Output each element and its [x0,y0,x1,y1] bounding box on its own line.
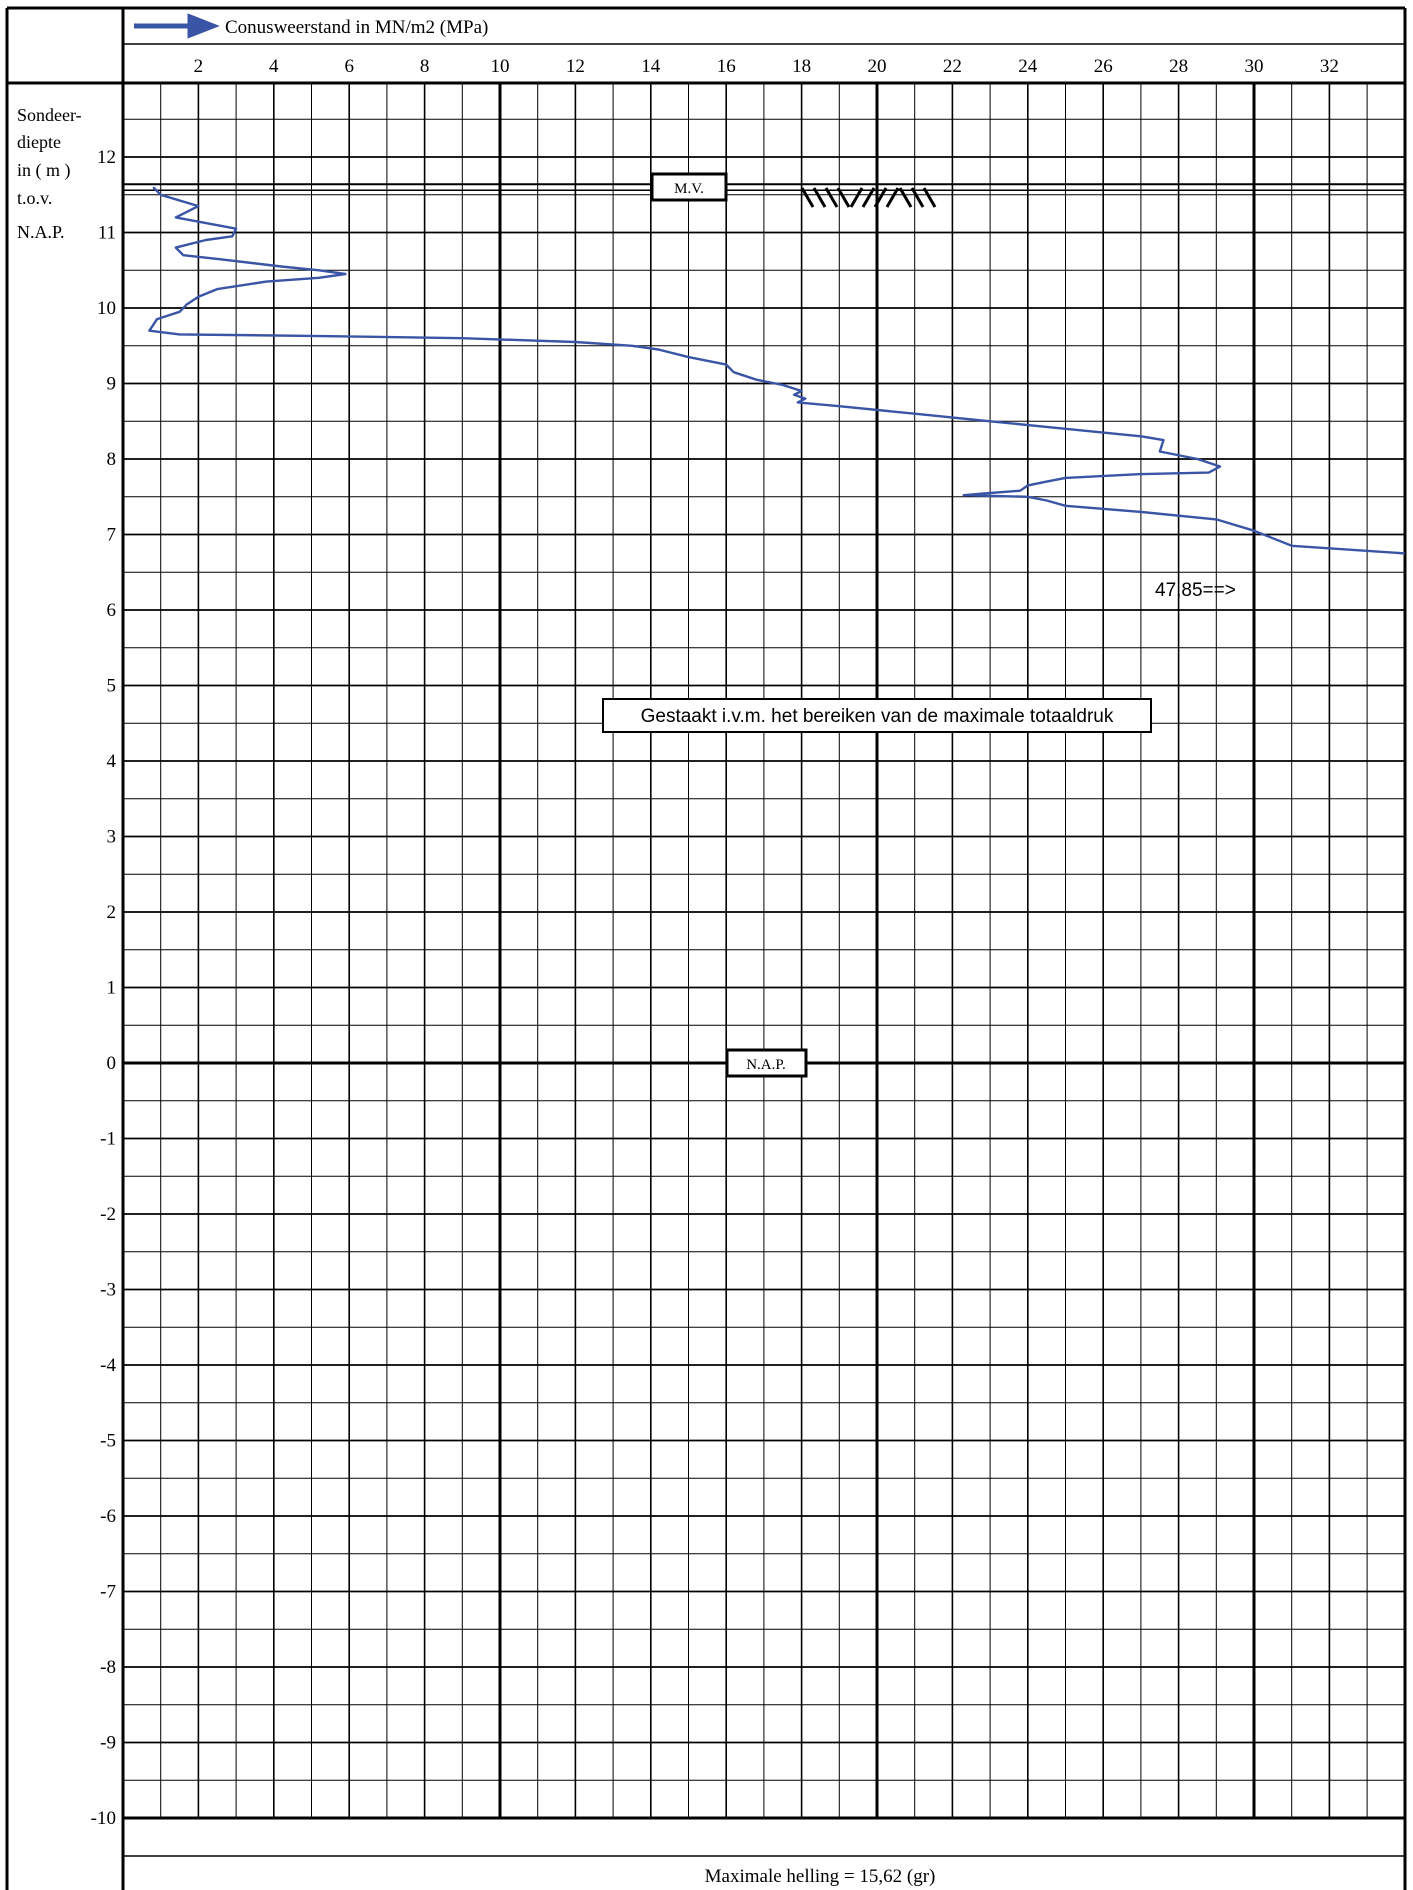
x-tick-12: 12 [566,56,585,77]
chart-header: Conusweerstand in MN/m2 (MPa) [134,17,488,38]
y-tick-5: 5 [107,676,117,697]
x-tick-4: 4 [269,56,279,77]
y-axis-label: Sondeer- diepte in ( m ) t.o.v. N.A.P. [17,105,82,242]
y-tick-8: 8 [107,449,117,470]
x-tick-labels: 2 4 6 8 10 12 14 16 18 20 22 24 26 28 30 32 [194,56,1339,77]
x-tick-2: 2 [194,56,204,77]
y-tick--5: -5 [100,1431,116,1452]
y-tick-10: 10 [97,298,116,319]
y-tick--8: -8 [100,1657,116,1678]
y-tick-12: 12 [97,147,116,168]
footer-note: Maximale helling = 15,62 (gr) [705,1866,936,1887]
x-tick-18: 18 [792,56,811,77]
overflow-note: 47,85==> [1155,580,1236,601]
stop-note-box: Gestaakt i.v.m. het bereiken van de maxi… [603,699,1151,732]
y-tick-6: 6 [107,600,117,621]
y-tick-1: 1 [107,978,117,999]
y-tick-4: 4 [107,751,117,772]
y-tick--7: -7 [100,1582,116,1603]
ylabel-line-2: diepte [17,132,61,152]
y-tick--1: -1 [100,1129,116,1150]
ylabel-line-5: N.A.P. [17,222,65,242]
chart-title: Conusweerstand in MN/m2 (MPa) [225,17,488,38]
y-tick-2: 2 [107,902,117,923]
x-tick-22: 22 [943,56,962,77]
mv-label: M.V. [674,181,704,197]
x-tick-6: 6 [344,56,354,77]
y-tick--10: -10 [91,1808,116,1829]
y-tick-9: 9 [107,374,117,395]
x-tick-30: 30 [1245,56,1264,77]
grid [123,83,1405,1818]
y-tick--2: -2 [100,1204,116,1225]
x-tick-28: 28 [1169,56,1188,77]
x-tick-32: 32 [1320,56,1339,77]
y-tick--3: -3 [100,1280,116,1301]
y-tick--6: -6 [100,1506,116,1527]
legend-arrow-icon [134,17,213,35]
nap-label: N.A.P. [746,1057,786,1073]
x-tick-20: 20 [868,56,887,77]
nap-marker: N.A.P. [727,1050,806,1076]
x-tick-26: 26 [1094,56,1113,77]
x-tick-14: 14 [641,56,661,77]
x-tick-10: 10 [491,56,510,77]
ylabel-line-1: Sondeer- [17,105,82,125]
x-tick-16: 16 [717,56,736,77]
x-tick-24: 24 [1018,56,1038,77]
ylabel-line-3: in ( m ) [17,160,71,181]
y-tick--9: -9 [100,1733,116,1754]
y-tick-0: 0 [107,1053,117,1074]
stop-note: Gestaakt i.v.m. het bereiken van de maxi… [641,706,1114,727]
y-tick-3: 3 [107,827,117,848]
ylabel-line-4: t.o.v. [17,188,52,208]
x-tick-8: 8 [420,56,430,77]
y-tick-11: 11 [98,223,116,244]
y-tick--4: -4 [100,1355,116,1376]
y-tick-7: 7 [107,525,117,546]
